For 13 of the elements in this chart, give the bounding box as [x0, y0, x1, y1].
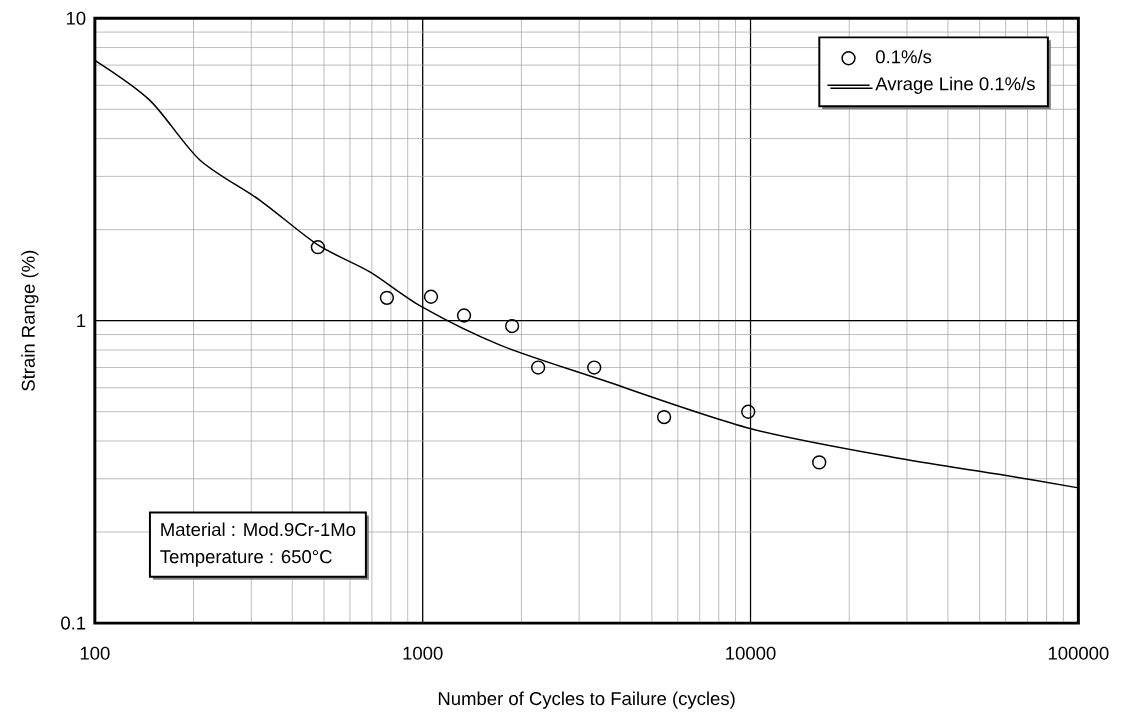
x-tick-label: 10000	[726, 646, 776, 660]
y-tick-label: 10	[66, 11, 86, 25]
y-tick-label: 0.1	[61, 616, 86, 630]
y-axis-title: Strain Range (%)	[21, 250, 39, 391]
annotation: Material : Mod.9Cr-1Mo	[161, 522, 356, 537]
x-tick-label: 100000	[1048, 646, 1109, 660]
x-tick-label: 100	[80, 646, 110, 660]
legend-label: Avrage Line 0.1%/s	[875, 76, 1035, 95]
legend-label: 0.1%/s	[876, 49, 932, 64]
annotation: Temperature : 650°C	[160, 550, 332, 567]
x-axis-title: Number of Cycles to Failure (cycles)	[438, 691, 735, 709]
y-tick-label: 1	[77, 314, 86, 328]
x-tick-label: 1000	[403, 646, 443, 660]
